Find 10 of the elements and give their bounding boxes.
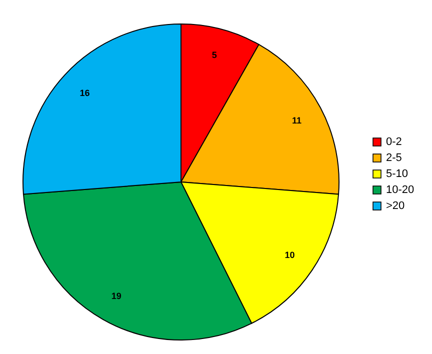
data-label: 11 xyxy=(292,115,302,126)
legend-label: 0-2 xyxy=(386,136,402,148)
data-label: 10 xyxy=(284,250,295,260)
legend-label: 10-20 xyxy=(386,184,414,196)
legend-label: 5-10 xyxy=(386,168,408,180)
legend-label: 2-5 xyxy=(386,152,402,164)
legend-label: >20 xyxy=(386,200,405,212)
data-label: 5 xyxy=(212,50,217,60)
data-label: 16 xyxy=(80,88,90,98)
data-label: 19 xyxy=(111,291,122,302)
